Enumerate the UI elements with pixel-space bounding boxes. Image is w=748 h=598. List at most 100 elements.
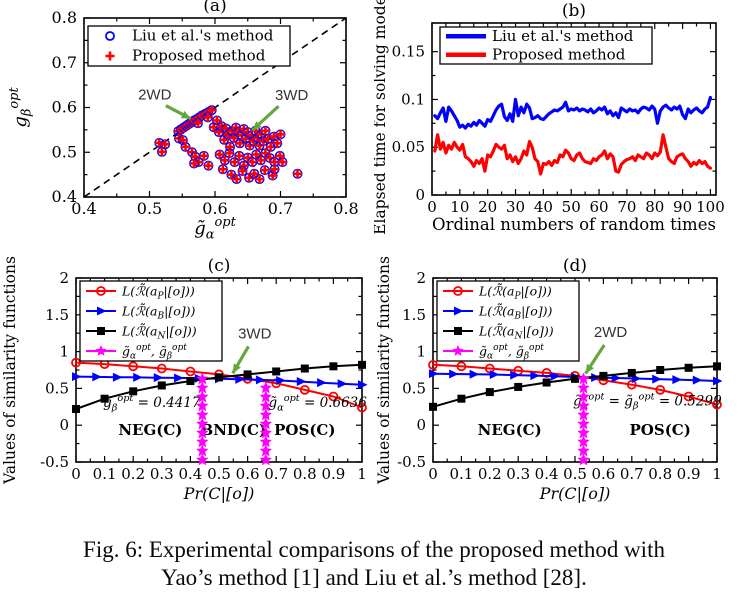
- threshold-star-line: [259, 444, 273, 457]
- y-tick-label: 0: [415, 186, 425, 204]
- x-tick-label: 0.8: [333, 199, 358, 218]
- region-label: BND(C): [201, 421, 267, 439]
- y-axis-label: gβopt: [7, 87, 34, 128]
- x-tick-label: 0.4: [71, 199, 96, 218]
- x-tick-label: 0.9: [677, 465, 701, 483]
- y-tick-label: 0.6: [52, 98, 77, 117]
- y-tick-label: 0: [416, 416, 426, 434]
- y-tick-label: 0.05: [392, 138, 425, 156]
- threshold-star-line: [195, 390, 209, 403]
- series-line: [433, 133, 712, 176]
- chart-a-scatter-optimal-thresholds: (a) 0.4 0.5 0.6 0.7 0.8 0.4 0.5 0.6 0.7 0.8 g̃αopt g…: [0, 0, 374, 250]
- y-tick-label: -0.5: [397, 453, 426, 471]
- legend-label: L(ℛ̃(aP|[o])): [121, 283, 195, 301]
- legend-box: [436, 280, 580, 362]
- threshold-value-label: g̃αopt = g̃βopt = 0.5299: [573, 391, 722, 411]
- chart-d-similarity-functions-2wd: (d)0 0.1 0.2 0.3 0.4 0.5 0.6 0.7 0.8 0.9 1-0.500.5…: [374, 250, 748, 538]
- figure-caption: Fig. 6: Experimental comparisons of the …: [0, 536, 748, 592]
- chart-title: (a): [203, 0, 226, 16]
- annotation-arrowhead: [585, 363, 594, 374]
- threshold-star-line: [195, 381, 209, 394]
- threshold-star-line: [577, 408, 590, 421]
- annotation-arrowhead: [180, 110, 191, 119]
- legend-box: [439, 26, 653, 65]
- legend-label: L(ℛ̃(aB|[o])): [478, 303, 552, 321]
- x-tick-label: 0.4: [178, 465, 202, 483]
- x-axis-label: Pr(C|[o]): [183, 484, 255, 503]
- y-tick-label: 0.4: [52, 187, 77, 206]
- threshold-value-label: g̃βopt = 0.4417: [103, 393, 201, 413]
- x-tick-label: 0.7: [268, 199, 293, 218]
- x-tick-label: 80: [645, 198, 664, 216]
- threshold-star-line: [259, 435, 273, 448]
- threshold-star-line: [259, 453, 273, 466]
- x-tick-label: 10: [450, 198, 469, 216]
- threshold-star-line: [259, 390, 273, 403]
- y-axis-label: Values of similarity functions: [375, 256, 393, 485]
- annotation-text: 2WD: [138, 86, 172, 103]
- y-tick-label: 2: [416, 269, 426, 287]
- threshold-value-label: g̃αopt = 0.6636: [268, 393, 367, 413]
- y-axis-label: Values of similarity functions: [1, 256, 19, 485]
- threshold-star-line: [195, 453, 209, 466]
- x-tick-label: 0.1: [93, 465, 117, 483]
- x-tick-label: 0.6: [591, 465, 615, 483]
- annotation-arrowhead: [232, 363, 241, 374]
- threshold-star-line: [195, 408, 209, 421]
- y-axis-label: Elapsed time for solving models: [374, 0, 389, 235]
- x-tick-label: 0.5: [207, 465, 231, 483]
- x-tick-label: 0: [71, 465, 81, 483]
- legend-label: Liu et al.'s method: [492, 27, 634, 45]
- legend-label: L(ℛ̃(aB|[o])): [121, 303, 195, 321]
- region-label: POS(C): [274, 421, 335, 439]
- threshold-star-line: [195, 399, 209, 412]
- x-tick-label: 0.2: [121, 465, 145, 483]
- x-tick-label: 0.6: [236, 465, 260, 483]
- x-tick-label: 0.4: [535, 465, 559, 483]
- x-tick-label: 40: [534, 198, 553, 216]
- x-tick-label: 0.5: [137, 199, 162, 218]
- threshold-star-line: [259, 381, 273, 394]
- x-tick-label: 0.7: [620, 465, 644, 483]
- region-label: NEG(C): [118, 421, 182, 439]
- threshold-star-line: [577, 381, 590, 394]
- y-tick-label: 0.5: [402, 379, 426, 397]
- x-tick-label: 0.3: [150, 465, 174, 483]
- x-tick-label: 90: [673, 198, 692, 216]
- legend-label: L(ℛ̃(aP|[o])): [478, 283, 552, 301]
- x-tick-label: 70: [617, 198, 636, 216]
- x-tick-label: 20: [478, 198, 497, 216]
- x-tick-label: 1: [357, 465, 367, 483]
- y-tick-label: 0.1: [401, 90, 425, 108]
- threshold-star-line: [259, 417, 273, 430]
- threshold-star-line: [259, 408, 273, 421]
- legend-label: g̃αopt, g̃βopt: [479, 343, 544, 362]
- y-tick-label: -0.5: [40, 453, 69, 471]
- y-tick-label: 0.5: [52, 142, 77, 161]
- chart-title: (c): [208, 256, 231, 276]
- x-tick-label: 0.1: [449, 465, 473, 483]
- x-axis-label: Pr(C|[o]): [539, 484, 611, 503]
- threshold-star-line: [259, 426, 273, 439]
- legend-label: Liu et al.'s method: [132, 27, 274, 45]
- legend-label: L(ℛ̃(aN|[o])): [478, 323, 554, 341]
- y-tick-label: 1.5: [45, 306, 69, 324]
- annotation-text: 3WD: [238, 325, 272, 342]
- threshold-star-line: [577, 372, 590, 385]
- x-tick-label: 0: [428, 465, 438, 483]
- y-tick-label: 0.7: [52, 53, 77, 72]
- chart-title: (d): [563, 256, 587, 276]
- legend-label: Proposed method: [132, 47, 266, 65]
- chart-c-similarity-functions-3wd: (c)0 0.1 0.2 0.3 0.4 0.5 0.6 0.7 0.8 0.9 1-0.500.5…: [0, 250, 374, 538]
- annotation-text: 3WD: [275, 87, 309, 104]
- x-tick-label: 0.7: [264, 465, 288, 483]
- y-tick-label: 1.5: [402, 306, 426, 324]
- threshold-star-line: [195, 435, 209, 448]
- x-tick-label: 0.6: [202, 199, 227, 218]
- x-tick-label: 60: [590, 198, 609, 216]
- annotation-text: 2WD: [594, 324, 628, 341]
- x-tick-label: 50: [562, 198, 581, 216]
- y-tick-label: 2: [59, 269, 69, 287]
- caption-line-1: Fig. 6: Experimental comparisons of the …: [83, 537, 665, 562]
